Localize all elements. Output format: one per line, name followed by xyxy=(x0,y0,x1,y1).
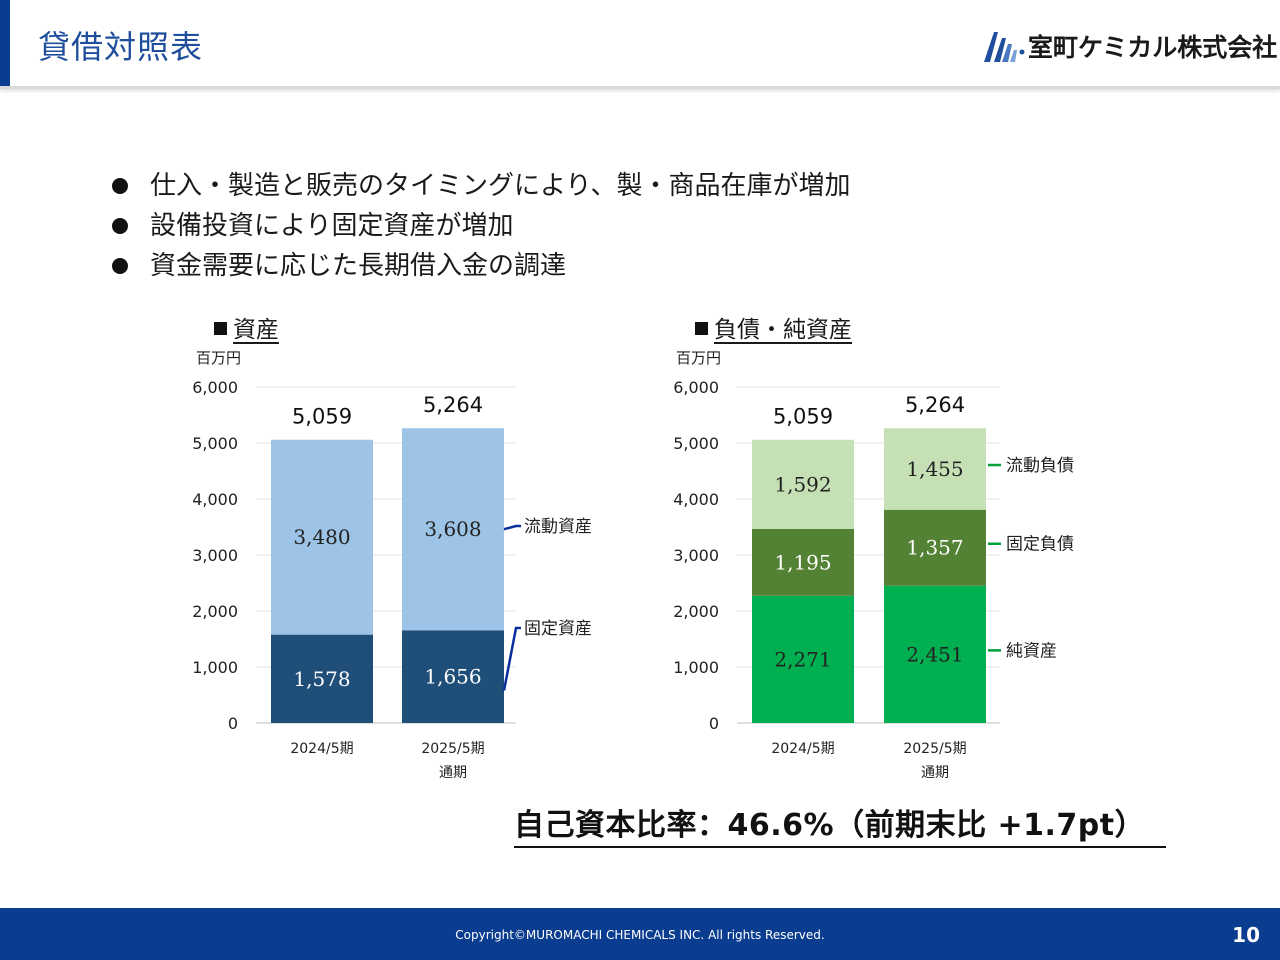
y-tick-label: 4,000 xyxy=(192,490,238,509)
bar-segment xyxy=(271,439,373,635)
equity-ratio-summary: 自己資本比率：46.6%（前期末比 +1.7pt） xyxy=(514,800,1166,848)
company-name: 室町ケミカル株式会社 xyxy=(1028,33,1278,62)
company-logo: 室町ケミカル株式会社 xyxy=(982,26,1277,66)
assets-chart-title: 資産 xyxy=(214,310,279,344)
legend-label: 流動資産 xyxy=(524,517,592,537)
x-tick-label: 2024/5期 xyxy=(771,741,834,757)
legend-label: 固定負債 xyxy=(1006,535,1074,555)
bar-segment xyxy=(402,630,504,723)
bullet-dot-icon xyxy=(112,218,128,234)
bar-segment xyxy=(752,595,854,723)
bar-segment xyxy=(884,509,986,586)
bullet-list: 仕入・製造と販売のタイミングにより、製・商品在庫が増加 設備投資により固定資産が… xyxy=(108,166,850,286)
bullet-item: 設備投資により固定資産が増加 xyxy=(108,206,850,246)
legend-label: 流動負債 xyxy=(1006,456,1074,476)
data-label: 3,480 xyxy=(293,525,350,549)
y-tick-label: 1,000 xyxy=(192,658,238,677)
assets-chart-unit: 百万円 xyxy=(196,349,242,367)
data-label: 3,608 xyxy=(424,517,481,541)
bullet-text: 設備投資により固定資産が増加 xyxy=(150,211,514,241)
total-label: 5,264 xyxy=(423,393,483,417)
assets-chart-title-text: 資産 xyxy=(233,317,279,343)
footer-bar: Copyright©MUROMACHI CHEMICALS INC. All r… xyxy=(0,908,1280,960)
data-label: 1,592 xyxy=(774,472,831,496)
bullet-item: 仕入・製造と販売のタイミングにより、製・商品在庫が増加 xyxy=(108,166,850,206)
x-tick-label: 2025/5期 xyxy=(903,741,966,757)
legend-label: 固定資産 xyxy=(524,619,592,639)
total-label: 5,059 xyxy=(773,405,833,429)
y-tick-label: 3,000 xyxy=(673,546,719,565)
liabilities-chart-title: 負債・純資産 xyxy=(695,310,852,344)
page-number: 10 xyxy=(1232,923,1260,947)
y-tick-label: 0 xyxy=(228,714,238,733)
x-tick-sublabel: 通期 xyxy=(439,765,467,781)
bar-segment xyxy=(752,528,854,596)
bullet-text: 仕入・製造と販売のタイミングにより、製・商品在庫が増加 xyxy=(150,171,851,201)
x-tick-sublabel: 通期 xyxy=(921,765,949,781)
legend-leader-line xyxy=(502,626,521,691)
square-bullet-icon xyxy=(214,322,227,335)
data-label: 1,357 xyxy=(906,536,963,560)
data-label: 1,656 xyxy=(424,665,481,689)
data-label: 1,195 xyxy=(774,550,831,574)
bullet-item: 資金需要に応じた長期借入金の調達 xyxy=(108,246,850,286)
data-label: 1,455 xyxy=(906,457,963,481)
bar-segment xyxy=(271,634,373,723)
company-logo-icon xyxy=(984,32,1025,62)
data-label: 2,451 xyxy=(906,642,963,666)
bar-segment xyxy=(402,428,504,631)
bar-segment xyxy=(884,585,986,723)
copyright-text: Copyright©MUROMACHI CHEMICALS INC. All r… xyxy=(455,928,825,942)
bullet-text: 資金需要に応じた長期借入金の調達 xyxy=(150,251,567,281)
y-tick-label: 3,000 xyxy=(192,546,238,565)
y-tick-label: 2,000 xyxy=(673,602,719,621)
data-label: 1,578 xyxy=(293,667,350,691)
x-tick-label: 2025/5期 xyxy=(421,741,484,757)
liabilities-chart-unit: 百万円 xyxy=(676,349,722,367)
legend-leader-line xyxy=(503,524,521,531)
y-tick-label: 2,000 xyxy=(192,602,238,621)
bullet-dot-icon xyxy=(112,178,128,194)
liabilities-chart-title-text: 負債・純資産 xyxy=(714,317,852,343)
y-tick-label: 6,000 xyxy=(673,378,719,397)
bar-segment xyxy=(884,428,986,510)
y-tick-label: 4,000 xyxy=(673,490,719,509)
page-title: 貸借対照表 xyxy=(38,28,204,66)
data-label: 2,271 xyxy=(774,647,831,671)
y-tick-label: 0 xyxy=(709,714,719,733)
x-tick-label: 2024/5期 xyxy=(290,741,353,757)
header-divider xyxy=(0,86,1280,89)
y-tick-label: 5,000 xyxy=(192,434,238,453)
header-accent-bar xyxy=(0,0,10,88)
total-label: 5,059 xyxy=(292,405,352,429)
y-tick-label: 6,000 xyxy=(192,378,238,397)
y-tick-label: 1,000 xyxy=(673,658,719,677)
legend-label: 純資産 xyxy=(1006,641,1057,661)
bar-segment xyxy=(752,439,854,529)
square-bullet-icon xyxy=(695,322,708,335)
total-label: 5,264 xyxy=(905,393,965,417)
bullet-dot-icon xyxy=(112,258,128,274)
y-tick-label: 5,000 xyxy=(673,434,719,453)
